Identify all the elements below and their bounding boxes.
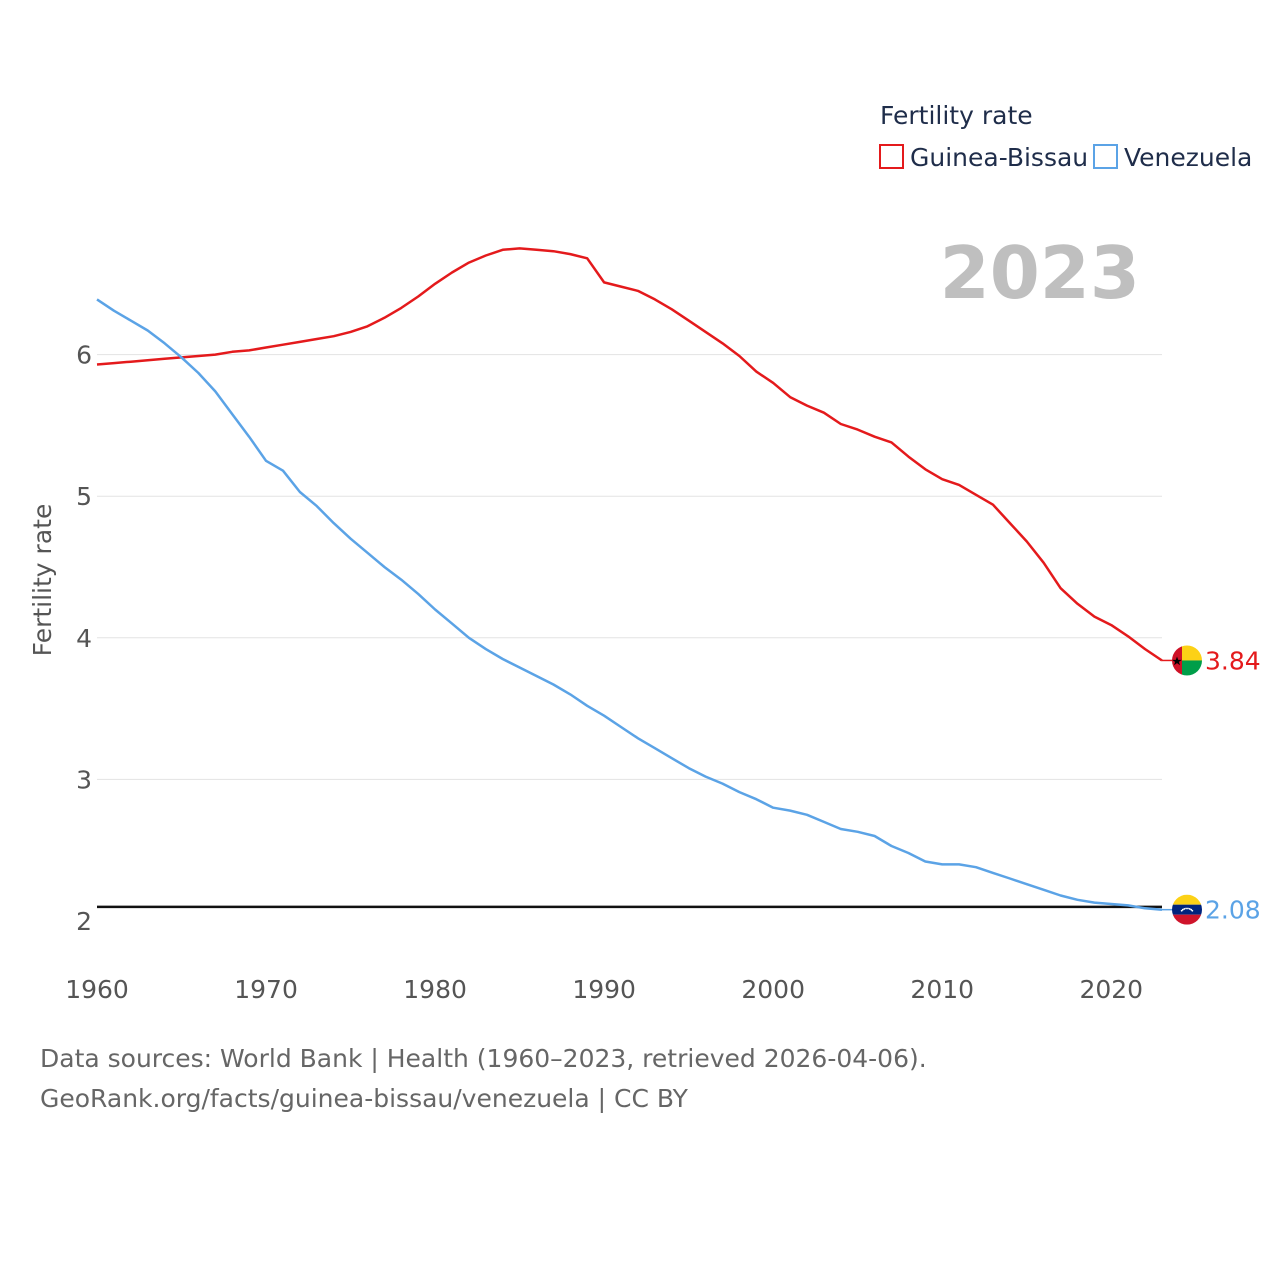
legend-label-guinea-bissau[interactable]: Guinea-Bissau <box>910 143 1088 172</box>
footer-attribution[interactable]: GeoRank.org/facts/guinea-bissau/venezuel… <box>40 1084 688 1113</box>
legend-title: Fertility rate <box>880 101 1033 130</box>
fertility-line-chart: 2 3 4 5 6 1960 1970 1980 1990 2000 2010 2020 Guinea… <box>28 101 1261 1004</box>
axes: 2 3 4 5 6 1960 1970 1980 1990 2000 2010 2020 <box>65 341 1143 1004</box>
legend-label-venezuela[interactable]: Venezuela <box>1124 143 1252 172</box>
y-tick-label-4: 4 <box>76 624 92 653</box>
guinea-bissau-flag-icon <box>1172 645 1202 676</box>
current-year-label: 2023 <box>940 231 1140 315</box>
x-tick-label-2000: 2000 <box>741 975 805 1004</box>
end-value-label-venezuela: 2.08 <box>1205 896 1261 925</box>
y-tick-label-2: 2 <box>76 907 92 936</box>
legend[interactable]: Guinea-Bissau Venezuela <box>879 143 1252 172</box>
x-tick-label-2010: 2010 <box>910 975 974 1004</box>
x-tick-label-1970: 1970 <box>234 975 298 1004</box>
venezuela-flag-icon <box>1172 894 1202 925</box>
y-tick-label-5: 5 <box>76 482 92 511</box>
legend-swatch-guinea-bissau[interactable] <box>879 144 904 169</box>
footer-sources: Data sources: World Bank | Health (1960–… <box>40 1044 927 1073</box>
series-line-venezuela[interactable] <box>96 298 1163 911</box>
series-lines <box>96 247 1163 911</box>
legend-swatch-venezuela[interactable] <box>1093 144 1118 169</box>
series-line-guinea-bissau[interactable] <box>96 247 1163 662</box>
x-tick-label-1980: 1980 <box>403 975 467 1004</box>
end-labels: 3.84 2.08 <box>1162 645 1261 925</box>
x-tick-label-2020: 2020 <box>1079 975 1143 1004</box>
y-tick-label-6: 6 <box>76 341 92 370</box>
y-tick-label-3: 3 <box>76 765 92 794</box>
y-axis-title: Fertility rate <box>28 504 57 657</box>
grid <box>97 354 1162 780</box>
end-value-label-guinea-bissau: 3.84 <box>1205 646 1261 675</box>
x-tick-label-1990: 1990 <box>572 975 636 1004</box>
x-tick-label-1960: 1960 <box>65 975 129 1004</box>
